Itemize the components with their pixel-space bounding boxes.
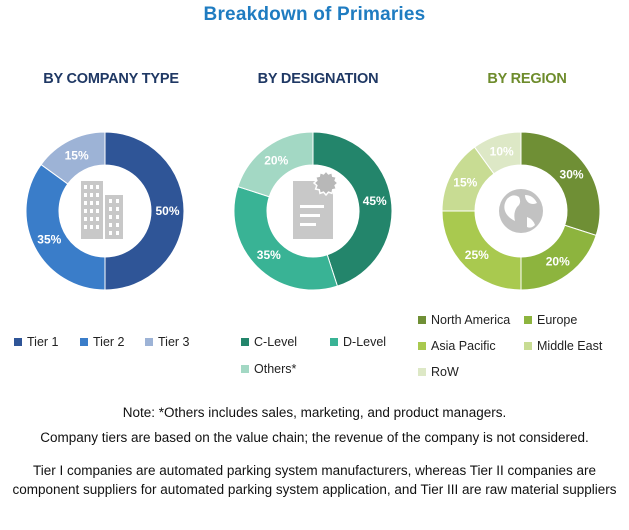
legend-label: RoW	[431, 365, 459, 379]
legend-label: Tier 3	[158, 335, 190, 349]
legend-swatch	[418, 316, 426, 324]
legend-item-europe: Europe	[524, 313, 577, 327]
donut-slice-c-level	[312, 131, 393, 287]
legend-swatch	[145, 338, 153, 346]
donut-slice-tier-3	[40, 131, 106, 185]
slice-value-label: 35%	[257, 248, 281, 262]
legend-label: North America	[431, 313, 511, 327]
slice-value-label: 20%	[546, 255, 570, 269]
legend-label: Tier 2	[93, 335, 125, 349]
legend-item-asia-pacific: Asia Pacific	[418, 339, 496, 353]
note-others: Note: *Others includes sales, marketing,…	[122, 405, 507, 420]
legend-item-tier-2: Tier 2	[80, 335, 125, 349]
page-title: Breakdown of Primaries	[203, 4, 426, 25]
legend-swatch	[14, 338, 22, 346]
legend-label: Middle East	[537, 339, 603, 353]
legend-label: D-Level	[343, 335, 387, 349]
building-icon	[81, 181, 123, 239]
slice-value-label: 20%	[264, 153, 288, 167]
donut-chart-region: 30% 20% 25% 15% 10%	[441, 131, 601, 291]
donut-slice-tier-2	[25, 163, 106, 291]
donut-slice-tier-1	[104, 131, 185, 291]
slice-value-label: 25%	[465, 248, 489, 262]
slice-value-label: 30%	[560, 167, 584, 181]
note-tier-definitions: Tier I companies are automated parking s…	[12, 463, 617, 497]
donut-chart-designation: 45% 35% 20%	[233, 131, 393, 291]
slice-value-label: 50%	[155, 204, 179, 218]
slice-value-label: 15%	[453, 176, 477, 190]
legend-swatch	[241, 338, 249, 346]
note-company-tiers: Company tiers are based on the value cha…	[40, 430, 589, 445]
slice-value-label: 45%	[363, 194, 387, 208]
legend-swatch	[241, 365, 249, 373]
chart-title-region: BY REGION	[487, 71, 567, 87]
legend-label: Others*	[254, 362, 297, 376]
slice-value-label: 15%	[65, 148, 89, 162]
donut-slice-row	[473, 131, 522, 175]
chart-title-designation: BY DESIGNATION	[257, 71, 379, 87]
donut-slice-others	[237, 131, 314, 198]
legend-label: Tier 1	[27, 335, 59, 349]
legend-item-c-level: C-Level	[241, 335, 297, 349]
legend-swatch	[80, 338, 88, 346]
legend-item-middle-east: Middle East	[524, 339, 602, 353]
legend-swatch	[330, 338, 338, 346]
legend-item-tier-3: Tier 3	[145, 335, 190, 349]
donut-slice-d-level	[233, 185, 339, 291]
legend-item-others: Others*	[241, 362, 296, 376]
donut-slice-north-america	[520, 131, 601, 237]
legend-item-row: RoW	[418, 365, 459, 379]
legend-label: Europe	[537, 313, 578, 327]
legend-swatch	[524, 342, 532, 350]
document-badge-icon	[293, 169, 340, 239]
globe-icon	[499, 189, 543, 233]
legend-item-north-america: North America	[418, 313, 510, 327]
legend-swatch	[524, 316, 532, 324]
slice-value-label: 10%	[490, 145, 514, 159]
legend-item-tier-1: Tier 1	[14, 335, 59, 349]
chart-title-company-type: BY COMPANY TYPE	[43, 71, 179, 87]
legend-label: C-Level	[254, 335, 298, 349]
legend-swatch	[418, 342, 426, 350]
donut-chart-company-type: 50% 35% 15%	[25, 131, 185, 291]
legend-item-d-level: D-Level	[330, 335, 386, 349]
legend-label: Asia Pacific	[431, 339, 496, 353]
slice-value-label: 35%	[37, 232, 61, 246]
legend-swatch	[418, 368, 426, 376]
